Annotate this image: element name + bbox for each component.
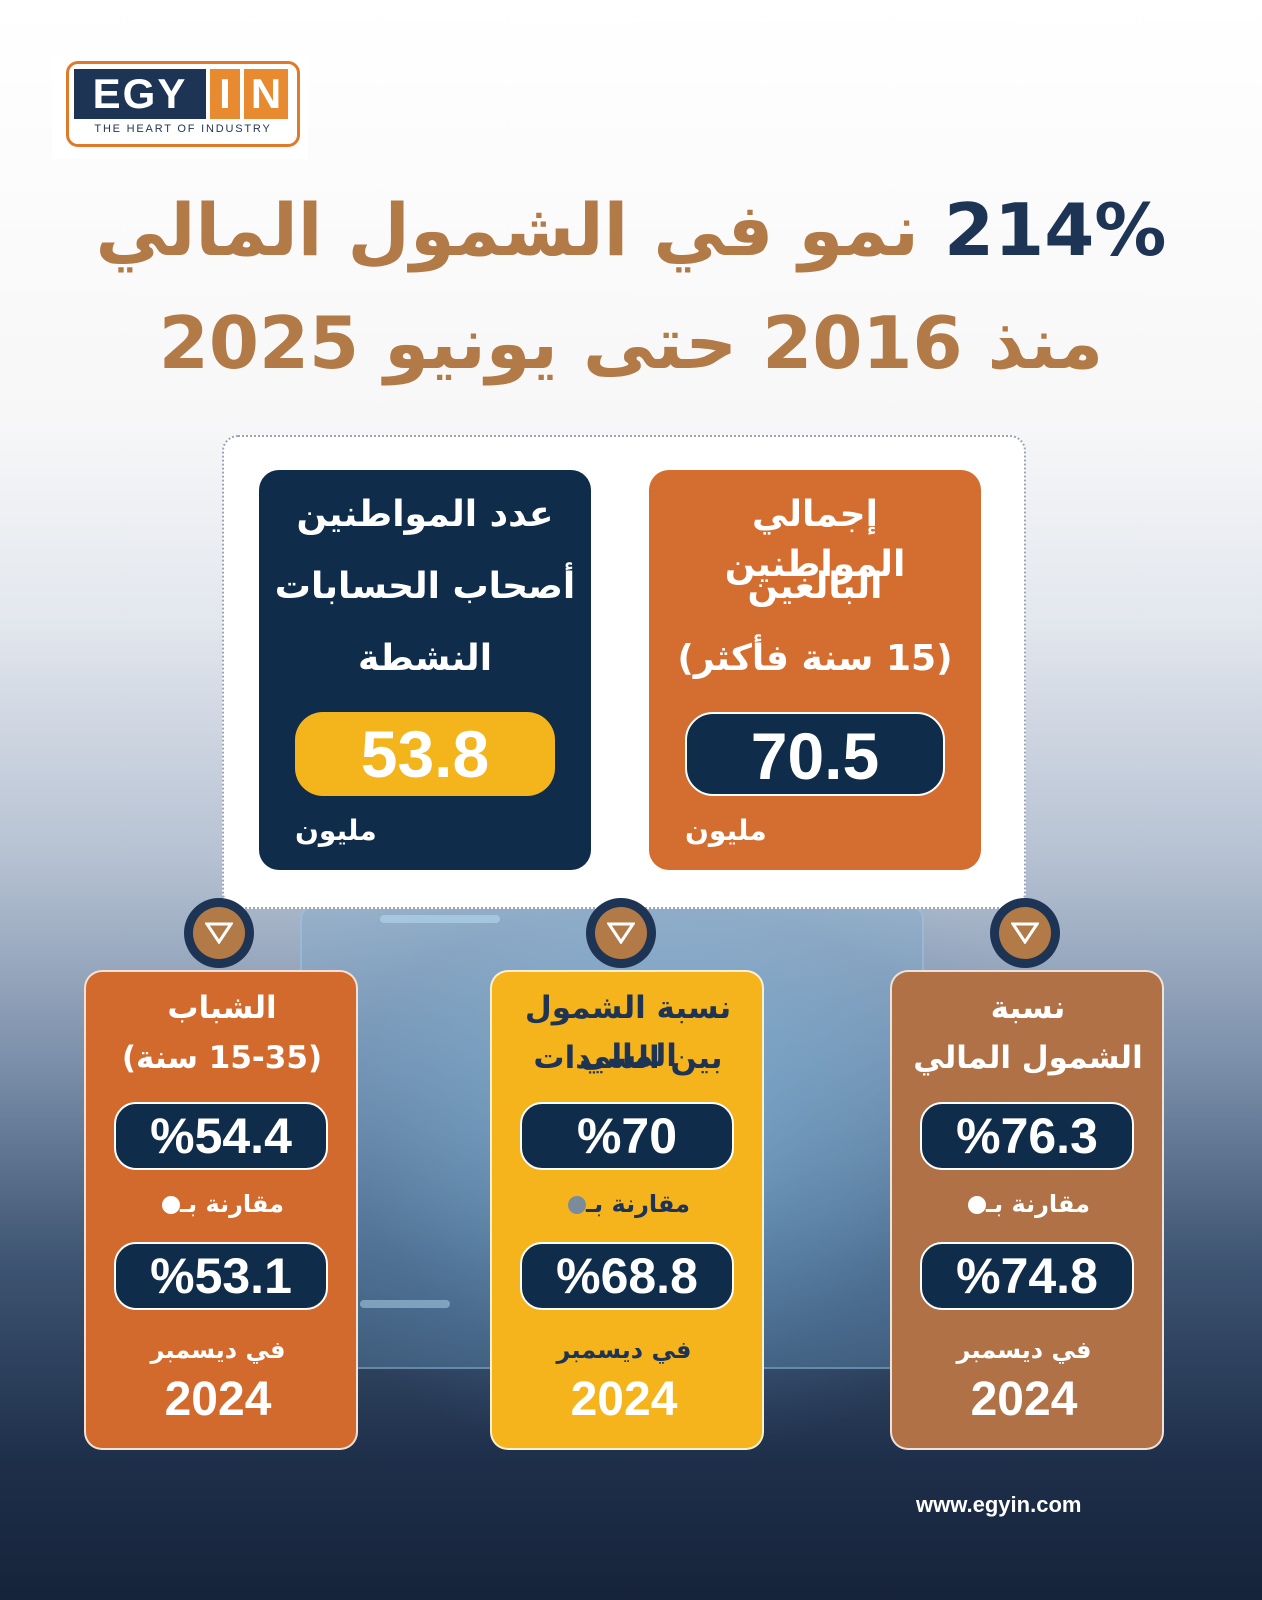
period-label: في ديسمبر [150,1336,286,1364]
dot-icon [161,1196,180,1214]
compare-label: مقارنة بـ [179,1190,285,1218]
marker-inclusion [990,898,1060,968]
headline-text: نمو في الشمول المالي [95,188,919,272]
period-year: 2024 [570,1373,678,1426]
logo-tagline: THE HEART OF INDUSTRY [94,123,272,135]
headline-number: 214% [944,188,1167,272]
logo-egy: EGY [74,69,206,119]
marker-inner [999,907,1051,959]
headline-line-2: منذ 2016 حتى يونيو 2025 [158,301,1104,385]
background-bar [380,915,500,923]
card-label-line: أصحاب الحسابات [274,566,576,607]
card-label-line: الشمول المالي [913,1040,1143,1076]
dot-icon [967,1196,986,1214]
triangle-down-icon [1011,922,1039,944]
period-year: 2024 [970,1373,1078,1426]
unit-label: مليون [295,814,377,847]
headline-line-1: 214% نمو في الشمول المالي [40,185,1222,275]
compare-row: مقارنة بـ [512,1190,736,1218]
period-label: في ديسمبر [956,1336,1092,1364]
card-label-line: بين السيدات [533,1040,723,1076]
dot-icon [567,1196,586,1214]
current-value: %54.4 [114,1102,328,1170]
triangle-down-icon [607,922,635,944]
card-label-line: (15 سنة فأكثر) [677,638,953,679]
card-label-line: (15-35 سنة) [121,1040,323,1076]
adult-citizens-card: إجمالي المواطنين البالغين (15 سنة فأكثر)… [649,470,981,870]
marker-women [586,898,656,968]
card-label-line: نسبة [990,990,1066,1026]
previous-value: %74.8 [920,1242,1134,1310]
compare-label: مقارنة بـ [985,1190,1091,1218]
active-accounts-card: عدد المواطنين أصحاب الحسابات النشطة 53.8… [259,470,591,870]
current-value: %70 [520,1102,734,1170]
card-label-line: النشطة [357,638,493,679]
youth-card: الشباب (15-35 سنة) %54.4 مقارنة بـ %53.1… [84,970,358,1450]
compare-row: مقارنة بـ [912,1190,1136,1218]
marker-youth [184,898,254,968]
logo-frame [66,61,300,147]
marker-inner [193,907,245,959]
card-label-line: عدد المواطنين [296,494,554,535]
previous-value: %53.1 [114,1242,328,1310]
compare-row: مقارنة بـ [106,1190,330,1218]
background-bar [360,1300,450,1308]
inclusion-card: نسبة الشمول المالي %76.3 مقارنة بـ %74.8… [890,970,1164,1450]
logo-n: N [244,69,288,119]
egyin-logo: EGY I N THE HEART OF INDUSTRY [52,55,308,159]
marker-inner [595,907,647,959]
card-label-line: الشباب [167,990,277,1026]
current-value: %76.3 [920,1102,1134,1170]
period-year: 2024 [164,1373,272,1426]
triangle-down-icon [205,922,233,944]
website-url: www.egyin.com [916,1492,1082,1517]
card-label-line: إجمالي المواطنين [724,494,906,585]
card-label-line: نسبة الشمول المالي [524,990,732,1074]
compare-label: مقارنة بـ [585,1190,691,1218]
period-label: في ديسمبر [556,1336,692,1364]
unit-label: مليون [685,814,767,847]
logo-i: I [210,69,240,119]
card-label-line: البالغين [747,566,883,607]
active-accounts-value: 53.8 [295,712,555,796]
adult-citizens-value: 70.5 [685,712,945,796]
women-card: نسبة الشمول المالي بين السيدات %70 مقارن… [490,970,764,1450]
previous-value: %68.8 [520,1242,734,1310]
